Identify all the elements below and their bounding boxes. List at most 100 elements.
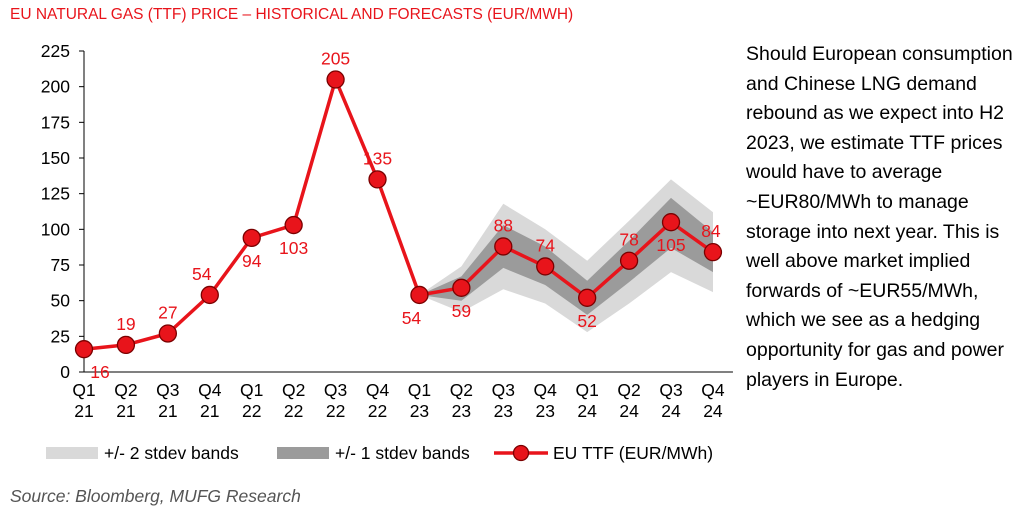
data-label: 205 [321, 49, 350, 69]
series-points [74, 70, 723, 359]
source-note: Source: Bloomberg, MUFG Research [10, 486, 301, 506]
band-1-stdev [419, 197, 713, 315]
x-tick-year: 24 [703, 401, 723, 421]
x-tick-quarter: Q4 [534, 380, 558, 400]
x-tick-year: 21 [200, 401, 219, 421]
y-tick-label: 175 [41, 112, 70, 132]
y-tick-label: 0 [60, 362, 70, 382]
data-point [242, 228, 261, 248]
x-tick-label: Q1 22 [240, 380, 263, 421]
x-tick-quarter: Q4 [198, 380, 222, 400]
data-label: 19 [116, 314, 135, 334]
x-tick-label: Q3 24 [659, 380, 682, 421]
legend-marker-ttf [512, 444, 530, 462]
x-tick-label: Q2 21 [114, 380, 137, 421]
x-tick-label: Q3 22 [324, 380, 347, 421]
legend-swatch-1-stdev [277, 447, 329, 459]
y-tick-label: 100 [41, 219, 70, 239]
x-tick-label: Q4 23 [534, 380, 558, 421]
commentary-text: Should European consumption and Chinese … [746, 43, 1013, 391]
data-label: 135 [363, 148, 392, 168]
data-label: 84 [701, 221, 721, 241]
data-label: 78 [619, 230, 638, 250]
legend-swatch-2-stdev [46, 447, 98, 459]
data-label: 59 [452, 301, 471, 321]
data-point [410, 285, 429, 305]
x-tick-year: 24 [661, 401, 681, 421]
x-tick-quarter: Q3 [659, 380, 682, 400]
y-tick-label: 150 [41, 148, 70, 168]
data-point [619, 251, 639, 270]
data-point [284, 215, 303, 235]
data-label: 54 [402, 308, 422, 328]
data-label: 74 [535, 235, 555, 255]
x-tick-year: 24 [619, 401, 639, 421]
chart-legend: +/- 2 stdev bands +/- 1 stdev bands EU TTF… [46, 443, 713, 463]
y-tick-label: 200 [41, 77, 70, 97]
data-point [536, 257, 555, 276]
data-label: 105 [656, 235, 685, 255]
data-point [158, 324, 178, 343]
x-tick-label: Q1 24 [575, 380, 598, 421]
x-tick-label: Q2 24 [617, 380, 640, 421]
data-label: 88 [494, 215, 513, 235]
x-tick-year: 22 [368, 401, 387, 421]
x-tick-quarter: Q2 [450, 380, 473, 400]
x-tick-year: 23 [410, 401, 429, 421]
data-label: 94 [242, 251, 262, 271]
x-tick-year: 21 [116, 401, 135, 421]
data-label: 27 [158, 302, 177, 322]
data-point [494, 237, 513, 256]
data-point [368, 170, 387, 189]
data-label: 54 [192, 264, 212, 284]
x-tick-quarter: Q3 [324, 380, 347, 400]
x-tick-quarter: Q3 [156, 380, 179, 400]
data-point [116, 335, 136, 355]
x-tick-label: Q3 23 [492, 380, 515, 421]
data-point [661, 213, 681, 232]
data-point [703, 243, 723, 262]
band-2-stdev [419, 179, 713, 333]
x-tick-year: 23 [535, 401, 554, 421]
data-point [578, 288, 597, 307]
x-tick-label: Q3 21 [156, 380, 179, 421]
x-tick-quarter: Q1 [240, 380, 263, 400]
data-point [74, 340, 94, 359]
x-tick-quarter: Q2 [617, 380, 640, 400]
legend-label-1-stdev: +/- 1 stdev bands [335, 443, 470, 463]
x-tick-label: Q1 23 [408, 380, 431, 421]
x-tick-quarter: Q1 [408, 380, 431, 400]
x-tick-year: 22 [284, 401, 303, 421]
x-tick-label: Q4 24 [701, 380, 725, 421]
data-point [452, 278, 471, 297]
x-tick-quarter: Q3 [492, 380, 515, 400]
x-tick-quarter: Q4 [701, 380, 725, 400]
y-tick-label: 25 [51, 326, 70, 346]
x-tick-year: 22 [326, 401, 345, 421]
y-tick-label: 125 [41, 184, 70, 204]
x-tick-label: Q1 21 [72, 380, 95, 421]
y-tick-label: 50 [51, 291, 71, 311]
data-label: 103 [279, 238, 308, 258]
x-tick-year: 23 [452, 401, 471, 421]
x-tick-label: Q2 23 [450, 380, 473, 421]
y-tick-label: 75 [51, 255, 70, 275]
x-tick-year: 21 [74, 401, 93, 421]
legend-label-2-stdev: +/- 2 stdev bands [104, 443, 239, 463]
stdev-bands [419, 179, 713, 333]
x-tick-quarter: Q4 [366, 380, 390, 400]
x-tick-quarter: Q2 [282, 380, 305, 400]
x-tick-label: Q4 21 [198, 380, 222, 421]
y-tick-label: 225 [41, 41, 70, 61]
x-tick-label: Q4 22 [366, 380, 390, 421]
x-tick-quarter: Q1 [575, 380, 598, 400]
x-tick-year: 24 [577, 401, 597, 421]
legend-label-ttf: EU TTF (EUR/MWh) [553, 443, 713, 463]
x-tick-quarter: Q2 [114, 380, 137, 400]
ttf-series-line [83, 77, 715, 351]
x-tick-label: Q2 22 [282, 380, 305, 421]
data-point [326, 70, 345, 89]
data-point [200, 285, 219, 305]
